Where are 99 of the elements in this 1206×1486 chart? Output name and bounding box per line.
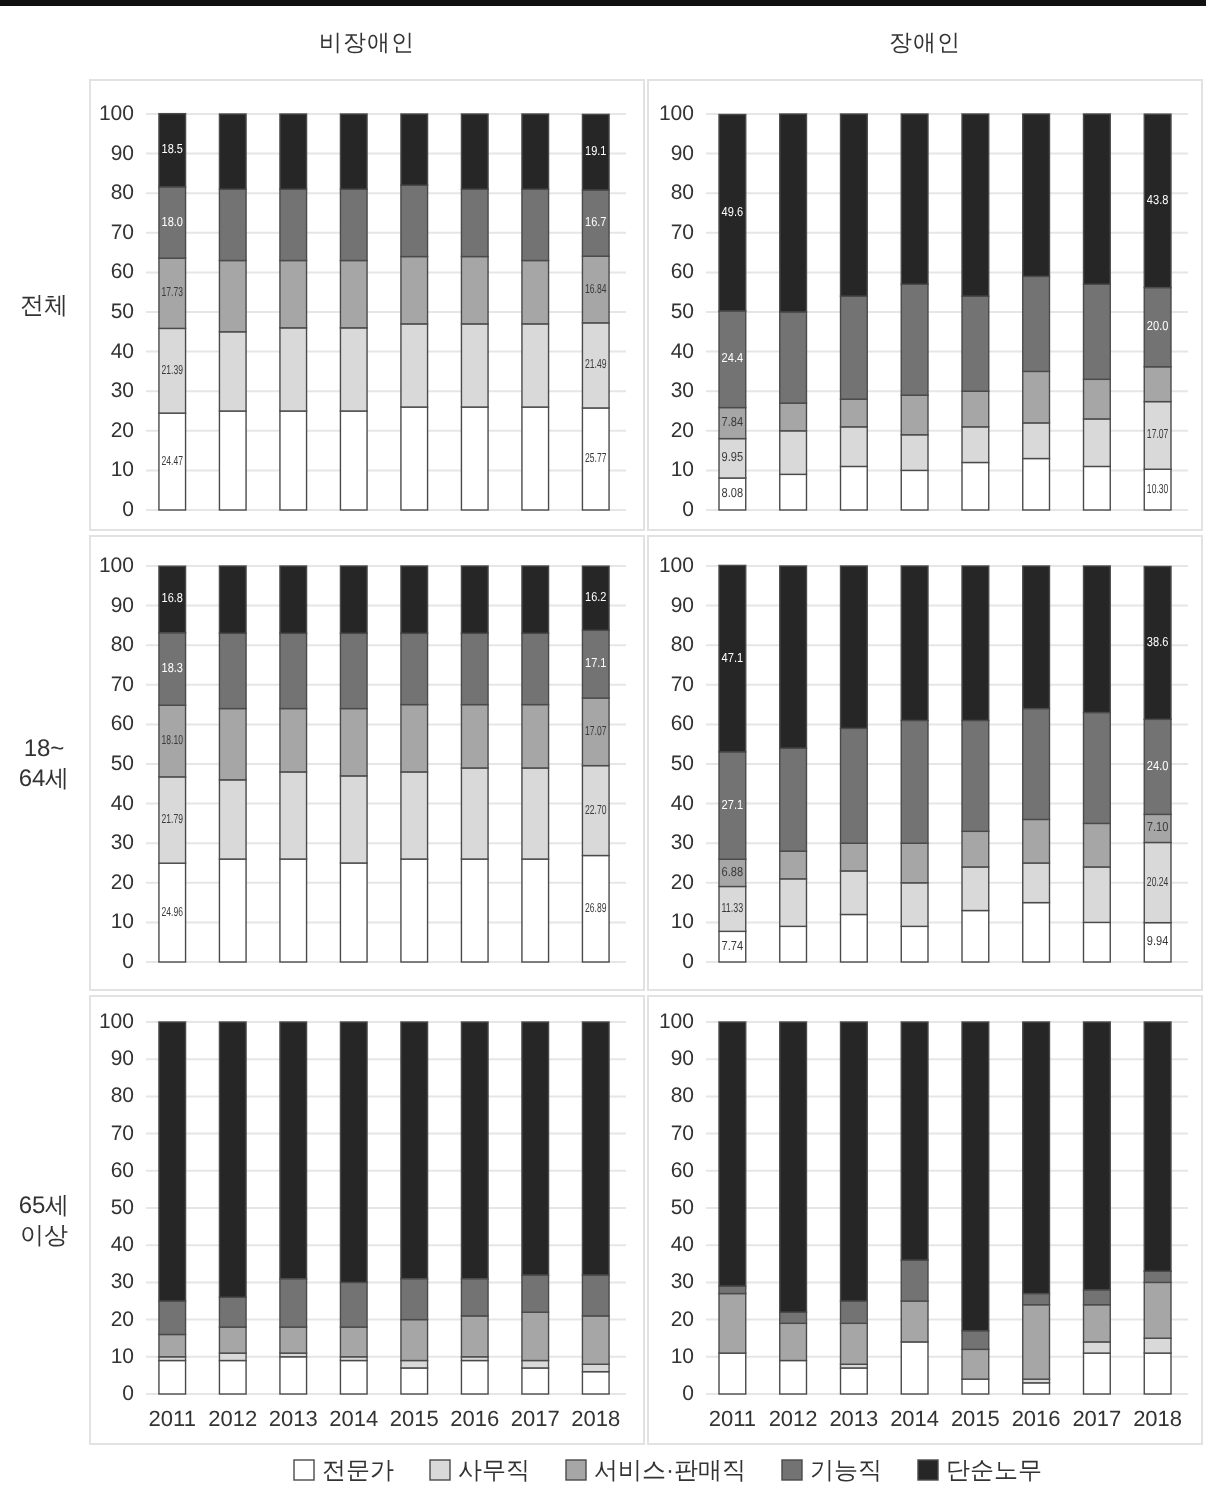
y-tick-label: 70 bbox=[110, 220, 135, 245]
y-tick-label: 50 bbox=[110, 300, 135, 324]
x-tick-label: 2018 bbox=[571, 1408, 621, 1432]
y-tick-label: 100 bbox=[658, 1010, 695, 1034]
y-tick-label: 30 bbox=[110, 1270, 135, 1295]
y-tick-label: 0 bbox=[122, 1382, 135, 1406]
y-tick-label: 90 bbox=[670, 1047, 695, 1072]
y-axis-title: 18~64세 bbox=[18, 734, 70, 792]
y-tick-label: 60 bbox=[670, 712, 695, 737]
y-tick-label: 60 bbox=[110, 260, 135, 285]
y-tick-label: 40 bbox=[670, 791, 695, 816]
y-tick-label: 10 bbox=[110, 910, 135, 935]
y-tick-label: 10 bbox=[110, 1344, 135, 1369]
y-tick-label: 20 bbox=[110, 418, 135, 443]
y-tick-label: 20 bbox=[110, 1307, 135, 1332]
y-tick-label: 10 bbox=[670, 910, 695, 935]
x-tick-label: 2012 bbox=[208, 1408, 258, 1432]
y-tick-label: 50 bbox=[110, 1196, 135, 1220]
y-axis-title: 65세 이상 bbox=[18, 1191, 70, 1249]
y-tick-label: 30 bbox=[110, 379, 135, 404]
y-tick-label: 100 bbox=[658, 554, 695, 578]
y-tick-label: 80 bbox=[670, 633, 695, 658]
x-tick-label: 2011 bbox=[148, 1408, 196, 1432]
y-tick-label: 0 bbox=[122, 950, 135, 974]
y-tick-label: 80 bbox=[110, 181, 135, 206]
y-tick-label: 50 bbox=[110, 752, 135, 776]
y-tick-label: 70 bbox=[670, 672, 695, 697]
bar bbox=[400, 1367, 429, 1395]
legend-label: 사무직 bbox=[458, 1456, 530, 1484]
y-tick-label: 90 bbox=[110, 1047, 135, 1072]
y-tick-label: 70 bbox=[670, 1121, 695, 1146]
y-axis-title: 전체 bbox=[20, 291, 68, 319]
y-tick-label: 40 bbox=[670, 1233, 695, 1258]
x-tick-label: 2016 bbox=[1011, 1408, 1061, 1432]
x-tick-label: 2014 bbox=[890, 1408, 940, 1432]
y-tick-label: 20 bbox=[670, 418, 695, 443]
y-tick-label: 100 bbox=[98, 554, 135, 578]
y-tick-label: 0 bbox=[682, 498, 695, 522]
legend-label: 서비스·판매직 bbox=[594, 1456, 746, 1484]
y-tick-label: 20 bbox=[110, 870, 135, 895]
y-tick-label: 10 bbox=[110, 458, 135, 483]
y-tick-label: 0 bbox=[682, 950, 695, 974]
bar bbox=[718, 1021, 747, 1287]
y-tick-label: 50 bbox=[670, 752, 695, 776]
bar bbox=[218, 1359, 247, 1395]
y-tick-label: 50 bbox=[670, 300, 695, 324]
y-tick-label: 90 bbox=[670, 141, 695, 166]
y-tick-label: 70 bbox=[110, 672, 135, 697]
x-tick-label: 2017 bbox=[510, 1408, 560, 1432]
y-tick-label: 40 bbox=[110, 1233, 135, 1258]
bar bbox=[581, 1370, 610, 1395]
y-tick-label: 90 bbox=[670, 593, 695, 618]
x-tick-label: 2015 bbox=[950, 1408, 1000, 1432]
y-tick-label: 70 bbox=[670, 220, 695, 245]
x-tick-label: 2017 bbox=[1072, 1408, 1122, 1432]
y-tick-label: 50 bbox=[670, 1196, 695, 1220]
y-tick-label: 100 bbox=[658, 102, 695, 126]
bar bbox=[839, 1367, 868, 1395]
y-tick-label: 30 bbox=[670, 831, 695, 856]
y-tick-label: 20 bbox=[670, 1307, 695, 1332]
x-tick-label: 2014 bbox=[329, 1408, 379, 1432]
y-tick-label: 80 bbox=[110, 633, 135, 658]
y-tick-label: 30 bbox=[670, 1270, 695, 1295]
x-tick-label: 2012 bbox=[768, 1408, 818, 1432]
y-tick-label: 30 bbox=[670, 379, 695, 404]
x-tick-label: 2013 bbox=[268, 1408, 318, 1432]
y-tick-label: 60 bbox=[670, 1158, 695, 1183]
x-tick-label: 2013 bbox=[829, 1408, 879, 1432]
y-tick-label: 60 bbox=[110, 1158, 135, 1183]
y-tick-label: 40 bbox=[670, 339, 695, 364]
x-tick-label: 2011 bbox=[708, 1408, 757, 1432]
y-tick-label: 80 bbox=[670, 1084, 695, 1109]
x-tick-label: 2016 bbox=[450, 1408, 500, 1432]
y-tick-label: 90 bbox=[110, 593, 135, 618]
y-tick-label: 10 bbox=[670, 1344, 695, 1369]
y-tick-label: 40 bbox=[110, 791, 135, 816]
y-tick-label: 60 bbox=[670, 260, 695, 285]
chart-title: 비장애인 bbox=[319, 32, 415, 56]
y-tick-label: 90 bbox=[110, 141, 135, 166]
x-tick-label: 2015 bbox=[389, 1408, 439, 1432]
bar bbox=[158, 1359, 187, 1395]
y-tick-label: 0 bbox=[122, 498, 135, 522]
y-tick-label: 80 bbox=[670, 181, 695, 206]
legend-label: 단순노무 bbox=[946, 1456, 1042, 1484]
y-tick-label: 10 bbox=[670, 458, 695, 483]
y-tick-label: 70 bbox=[110, 1121, 135, 1146]
y-tick-label: 30 bbox=[110, 831, 135, 856]
x-tick-label: 2018 bbox=[1133, 1408, 1183, 1432]
y-tick-label: 60 bbox=[110, 712, 135, 737]
y-tick-label: 20 bbox=[670, 870, 695, 895]
bar bbox=[521, 1367, 550, 1395]
y-tick-label: 40 bbox=[110, 339, 135, 364]
legend-label: 전문가 bbox=[322, 1456, 394, 1484]
legend-label: 기능직 bbox=[810, 1456, 882, 1484]
y-tick-label: 80 bbox=[110, 1084, 135, 1109]
y-tick-label: 100 bbox=[98, 1010, 135, 1034]
y-tick-label: 0 bbox=[682, 1382, 695, 1406]
chart-title: 장애인 bbox=[889, 32, 961, 56]
y-tick-label: 100 bbox=[98, 102, 135, 126]
